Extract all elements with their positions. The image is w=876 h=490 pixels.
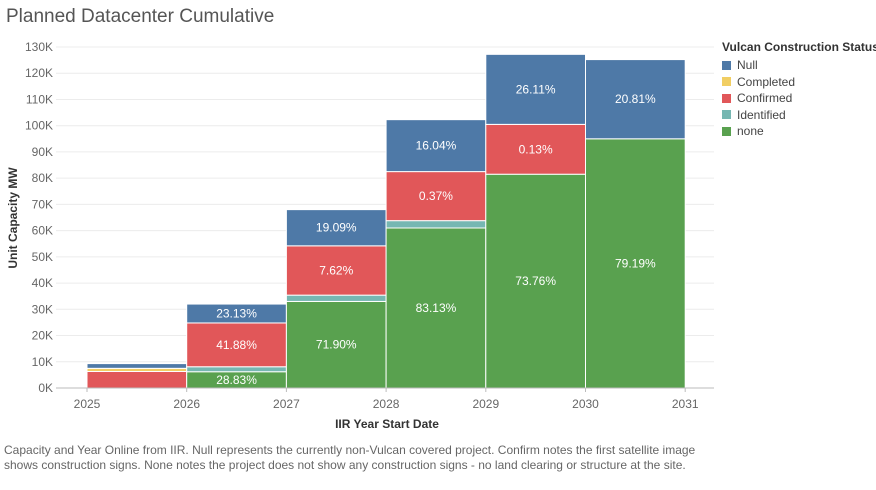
x-tick-label: 2026 bbox=[173, 397, 200, 411]
legend-title: Vulcan Construction Status bbox=[722, 40, 876, 54]
data-label: 26.11% bbox=[516, 82, 556, 96]
bar-segment-null bbox=[86, 363, 188, 369]
bar-segment-null bbox=[285, 209, 387, 247]
data-label: 23.13% bbox=[216, 307, 257, 321]
bar-segment-none bbox=[485, 173, 586, 389]
x-tick-label: 2031 bbox=[672, 397, 699, 411]
legend-item-identified[interactable]: Identified bbox=[722, 107, 876, 124]
x-tick-label: 2029 bbox=[472, 397, 499, 411]
y-tick-label: 100K bbox=[25, 119, 53, 133]
chart-title: Planned Datacenter Cumulative bbox=[6, 6, 275, 27]
y-tick-label: 0K bbox=[38, 381, 53, 395]
legend-label: Identified bbox=[737, 107, 786, 122]
data-label: 20.81% bbox=[615, 92, 656, 106]
legend-label: Completed bbox=[737, 74, 796, 89]
bar-segment-null bbox=[385, 119, 487, 173]
y-tick-label: 130K bbox=[25, 40, 53, 54]
data-label: 0.13% bbox=[519, 142, 553, 156]
data-label: 16.04% bbox=[416, 139, 457, 153]
y-tick-label: 120K bbox=[25, 66, 53, 80]
legend-item-none[interactable]: none bbox=[722, 123, 876, 140]
bar-segment-identified bbox=[385, 220, 487, 229]
legend-item-null[interactable]: Null bbox=[722, 57, 876, 74]
chart-plot: 0K 10K 20K 30K 40K 50K 60K 70K 80K 90K 100K 110K 120… bbox=[6, 40, 714, 431]
data-label: 73.76% bbox=[515, 274, 556, 288]
legend-swatch bbox=[722, 93, 731, 103]
bar-segment-confirmed bbox=[285, 245, 387, 296]
y-tick-label: 110K bbox=[26, 92, 53, 106]
legend-label: none bbox=[737, 124, 764, 139]
legend-item-confirmed[interactable]: Confirmed bbox=[722, 90, 876, 107]
chart-caption: Capacity and Year Online from IIR. Null … bbox=[4, 443, 696, 472]
x-tick-label: 2030 bbox=[572, 397, 599, 411]
x-tick-label: 2027 bbox=[273, 397, 300, 411]
data-label: 41.88% bbox=[216, 338, 257, 352]
y-tick-label: 40K bbox=[32, 276, 53, 290]
legend-swatch bbox=[722, 110, 731, 120]
data-label: 19.09% bbox=[316, 221, 357, 235]
legend-swatch bbox=[722, 126, 731, 136]
legend-item-completed[interactable]: Completed bbox=[722, 74, 876, 91]
legend-label: Confirmed bbox=[737, 91, 793, 106]
data-label: 7.62% bbox=[319, 263, 353, 277]
bar-segment-confirmed bbox=[86, 370, 188, 389]
legend-swatch bbox=[722, 60, 731, 70]
y-tick-label: 20K bbox=[32, 329, 53, 343]
bar-segment-confirmed bbox=[485, 123, 586, 175]
y-tick-label: 80K bbox=[32, 171, 53, 185]
x-tick-label: 2028 bbox=[373, 397, 400, 411]
data-label: 79.19% bbox=[615, 256, 656, 270]
y-tick-label: 50K bbox=[32, 250, 53, 264]
x-axis-title: IIR Year Start Date bbox=[335, 417, 439, 431]
bar-segment-none bbox=[385, 227, 487, 389]
data-label: 28.83% bbox=[216, 373, 257, 387]
data-label: 0.37% bbox=[419, 189, 453, 203]
x-tick-label: 2025 bbox=[74, 397, 101, 411]
legend: Vulcan Construction Status Null Complete… bbox=[722, 40, 876, 140]
y-axis-title: Unit Capacity MW bbox=[6, 167, 20, 269]
bar-segment-identified bbox=[285, 294, 387, 302]
legend-label: Null bbox=[737, 58, 758, 73]
bar-segment-confirmed bbox=[186, 322, 287, 368]
bar-segment-null bbox=[485, 53, 586, 125]
bar-segment-null bbox=[585, 59, 686, 140]
y-tick-label: 30K bbox=[32, 302, 53, 316]
y-tick-label: 60K bbox=[32, 224, 53, 238]
data-label: 83.13% bbox=[416, 301, 457, 315]
data-label: 71.90% bbox=[316, 338, 357, 352]
y-tick-label: 70K bbox=[32, 197, 53, 211]
bar-segment-identified bbox=[186, 366, 287, 373]
bar-segment-none bbox=[285, 300, 387, 389]
y-tick-label: 90K bbox=[32, 145, 53, 159]
y-tick-label: 10K bbox=[32, 355, 53, 369]
legend-swatch bbox=[722, 77, 731, 87]
